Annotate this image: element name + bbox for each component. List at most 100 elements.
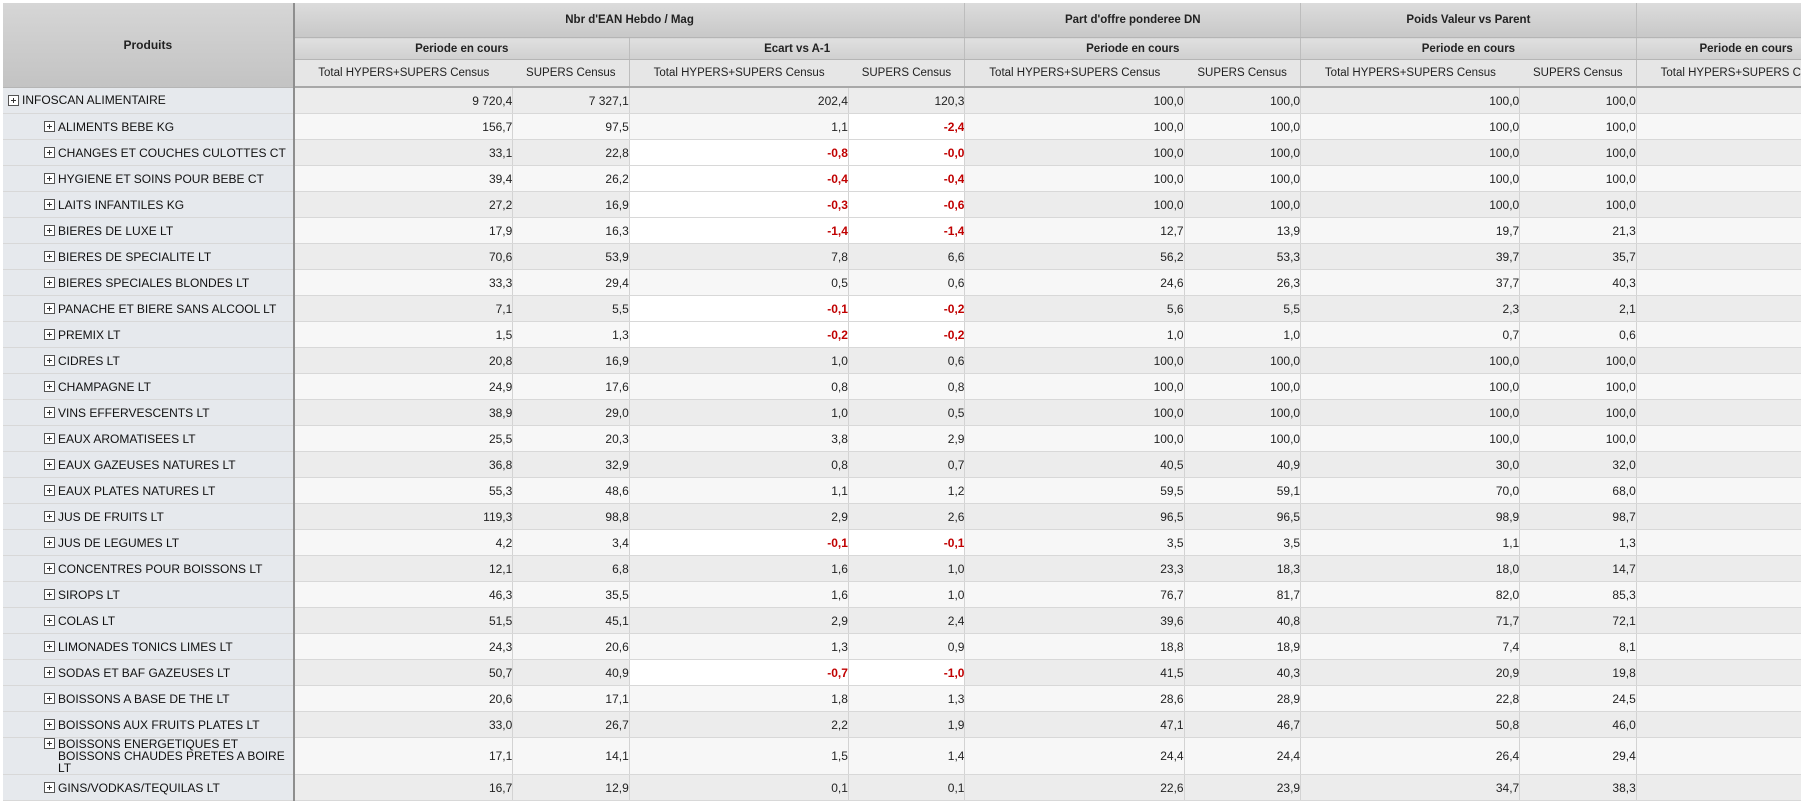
row-label[interactable]: CHAMPAGNE LT <box>58 379 151 394</box>
column-header[interactable]: SUPERS Census <box>512 59 630 88</box>
expand-plus-icon[interactable] <box>44 485 55 496</box>
table-cell: 7 327,1 <box>512 87 630 114</box>
expand-plus-icon[interactable] <box>44 277 55 288</box>
expand-plus-icon[interactable] <box>44 303 55 314</box>
products-header[interactable]: Produits <box>3 3 295 88</box>
expand-plus-icon[interactable] <box>44 782 55 793</box>
row-label[interactable]: GINS/VODKAS/TEQUILAS LT <box>58 780 220 795</box>
column-header[interactable]: Total HYPERS+SUPERS Census <box>1635 59 1801 88</box>
table-cell: 33,0 <box>293 711 514 738</box>
column-header[interactable]: Total HYPERS+SUPERS Census <box>628 59 849 88</box>
row-label[interactable]: BIERES SPECIALES BLONDES LT <box>58 275 250 290</box>
table-cell: 120,3 <box>848 87 966 114</box>
table-cell: 23,9 <box>1184 774 1302 801</box>
row-header: HYGIENE ET SOINS POUR BEBE CT <box>3 165 295 192</box>
row-label[interactable]: EAUX GAZEUSES NATURES LT <box>58 457 236 472</box>
table-cell: 20,9 <box>1300 659 1521 686</box>
row-label[interactable]: BIERES DE SPECIALITE LT <box>58 249 212 264</box>
expand-plus-icon[interactable] <box>44 738 55 749</box>
expand-plus-icon[interactable] <box>44 563 55 574</box>
row-label[interactable]: LIMONADES TONICS LIMES LT <box>58 639 233 654</box>
row-label[interactable]: JUS DE LEGUMES LT <box>58 535 180 550</box>
table-cell: 26,2 <box>512 165 630 192</box>
row-label[interactable]: BIERES DE LUXE LT <box>58 223 174 238</box>
row-label[interactable]: HYGIENE ET SOINS POUR BEBE CT <box>58 171 264 186</box>
expand-plus-icon[interactable] <box>44 693 55 704</box>
table-cell <box>1636 737 1801 775</box>
row-label[interactable]: CIDRES LT <box>58 353 120 368</box>
table-cell: -1,4 <box>848 217 966 244</box>
row-label[interactable]: EAUX AROMATISEES LT <box>58 431 196 446</box>
column-header[interactable]: Total HYPERS+SUPERS Census <box>964 59 1185 88</box>
expand-plus-icon[interactable] <box>44 511 55 522</box>
table-cell: 18,3 <box>1184 555 1302 582</box>
table-cell: 20,6 <box>512 633 630 660</box>
period-header-current[interactable]: Periode en cours <box>293 37 630 60</box>
period-header-current[interactable]: Periode en cours <box>1300 37 1637 60</box>
row-label[interactable]: COLAS LT <box>58 613 116 628</box>
row-label[interactable]: LAITS INFANTILES KG <box>58 197 185 212</box>
expand-plus-icon[interactable] <box>44 147 55 158</box>
row-label[interactable]: CONCENTRES POUR BOISSONS LT <box>58 561 263 576</box>
row-label[interactable]: INFOSCAN ALIMENTAIRE <box>22 93 166 108</box>
column-header[interactable]: SUPERS Census <box>1519 59 1637 88</box>
expand-plus-icon[interactable] <box>44 433 55 444</box>
row-label[interactable]: ALIMENTS BEBE KG <box>58 119 175 134</box>
expand-plus-icon[interactable] <box>44 329 55 340</box>
expand-plus-icon[interactable] <box>44 199 55 210</box>
row-label[interactable]: BOISSONS A BASE DE THE LT <box>58 691 230 706</box>
row-label[interactable]: SODAS ET BAF GAZEUSES LT <box>58 665 231 680</box>
table-cell: 6,8 <box>512 555 630 582</box>
group-header-nbr-ean[interactable]: Nbr d'EAN Hebdo / Mag <box>293 3 965 38</box>
table-cell: 50,7 <box>293 659 514 686</box>
column-header[interactable]: SUPERS Census <box>848 59 965 88</box>
table-cell: 100,0 <box>1519 87 1637 114</box>
expand-plus-icon[interactable] <box>44 615 55 626</box>
row-label[interactable]: JUS DE FRUITS LT <box>58 509 164 524</box>
table-cell <box>1636 191 1801 218</box>
expand-plus-icon[interactable] <box>44 407 55 418</box>
row-label[interactable]: VINS EFFERVESCENTS LT <box>58 405 210 420</box>
table-cell: 76,7 <box>964 581 1185 608</box>
column-header[interactable]: Total HYPERS+SUPERS Census <box>293 59 513 88</box>
row-label[interactable]: EAUX PLATES NATURES LT <box>58 483 216 498</box>
expand-plus-icon[interactable] <box>44 459 55 470</box>
column-header[interactable]: SUPERS Census <box>1184 59 1301 88</box>
period-header-ecart[interactable]: Ecart vs A-1 <box>628 37 965 60</box>
period-header-current[interactable]: Periode en cours <box>1635 37 1801 60</box>
row-header: PANACHE ET BIERE SANS ALCOOL LT <box>3 295 295 322</box>
row-label[interactable]: BOISSONS AUX FRUITS PLATES LT <box>58 717 260 732</box>
table-cell: -1,4 <box>629 217 849 244</box>
column-header[interactable]: Total HYPERS+SUPERS Census <box>1300 59 1520 88</box>
row-header: CHANGES ET COUCHES CULOTTES CT <box>3 139 295 166</box>
group-header-poids-valeur[interactable]: Poids Valeur vs Parent <box>1300 3 1637 38</box>
table-cell: 29,4 <box>512 269 630 296</box>
expand-plus-icon[interactable] <box>44 641 55 652</box>
expand-plus-icon[interactable] <box>44 355 55 366</box>
expand-plus-icon[interactable] <box>44 667 55 678</box>
expand-plus-icon[interactable] <box>44 719 55 730</box>
table-cell: 3,4 <box>512 529 630 556</box>
expand-plus-icon[interactable] <box>44 251 55 262</box>
row-label[interactable]: PREMIX LT <box>58 327 121 342</box>
row-label[interactable]: PANACHE ET BIERE SANS ALCOOL LT <box>58 301 277 316</box>
expand-plus-icon[interactable] <box>8 94 19 106</box>
expand-plus-icon[interactable] <box>44 225 55 236</box>
table-cell: 119,3 <box>293 503 514 530</box>
table-cell: 100,0 <box>1184 113 1302 140</box>
group-header-part-offre[interactable]: Part d'offre ponderee DN <box>964 3 1301 38</box>
table-cell: 21,3 <box>1519 217 1637 244</box>
expand-plus-icon[interactable] <box>44 381 55 392</box>
table-cell: 14,1 <box>512 737 630 775</box>
row-label[interactable]: CHANGES ET COUCHES CULOTTES CT <box>58 145 286 160</box>
expand-plus-icon[interactable] <box>44 537 55 548</box>
period-header-current[interactable]: Periode en cours <box>964 37 1301 60</box>
expand-plus-icon[interactable] <box>44 589 55 600</box>
expand-plus-icon[interactable] <box>44 173 55 184</box>
expand-plus-icon[interactable] <box>44 121 55 132</box>
group-header-next[interactable] <box>1635 3 1801 38</box>
row-label[interactable]: BOISSONS ENERGETIQUES ET BOISSONS CHAUDE… <box>58 737 285 775</box>
table-row: CIDRES LT 20,8 16,9 1,0 0,6 100,0 100,0 100,0 10… <box>3 347 1801 374</box>
row-label[interactable]: SIROPS LT <box>58 587 120 602</box>
table-cell <box>1636 581 1801 608</box>
